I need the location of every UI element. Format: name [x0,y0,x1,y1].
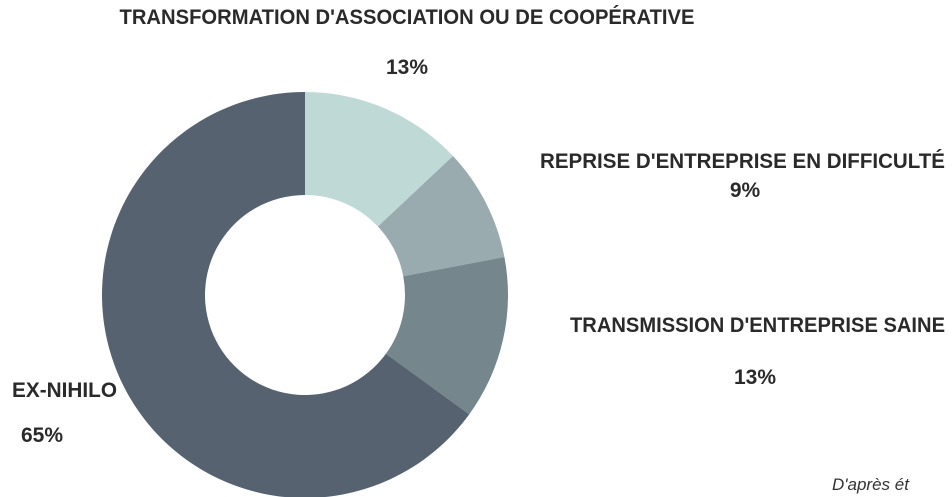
slice-value: 13% [734,366,776,389]
slice-value: 13% [386,56,428,79]
donut-slice [377,156,505,277]
slice-label: EX-NIHILO [12,379,117,402]
slice-label: REPRISE D'ENTREPRISE EN DIFFICULTÉ [540,150,945,173]
donut-slice [305,92,453,227]
donut-slice [102,92,470,497]
donut-slice [385,256,508,415]
slice-label: TRANSFORMATION D'ASSOCIATION OU DE COOPÉ… [120,6,695,29]
slice-value: 9% [730,179,761,202]
slice-label: TRANSMISSION D'ENTREPRISE SAINE [570,314,945,337]
source: D'après ét [832,475,910,494]
slice-value: 65% [21,424,63,447]
